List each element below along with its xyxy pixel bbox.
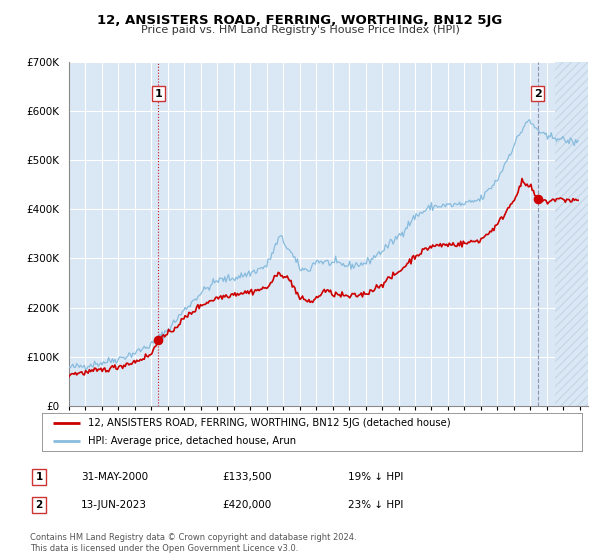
Text: 19% ↓ HPI: 19% ↓ HPI — [348, 472, 403, 482]
Point — [154, 336, 163, 345]
Text: 23% ↓ HPI: 23% ↓ HPI — [348, 500, 403, 510]
Text: £420,000: £420,000 — [222, 500, 271, 510]
Text: 2: 2 — [35, 500, 43, 510]
Point — [533, 195, 542, 204]
Text: 13-JUN-2023: 13-JUN-2023 — [81, 500, 147, 510]
Text: 1: 1 — [35, 472, 43, 482]
Text: 1: 1 — [154, 88, 162, 99]
Bar — [555, 62, 588, 406]
Text: HPI: Average price, detached house, Arun: HPI: Average price, detached house, Arun — [88, 436, 296, 446]
Bar — [555, 62, 588, 406]
Text: £133,500: £133,500 — [222, 472, 271, 482]
Text: This data is licensed under the Open Government Licence v3.0.: This data is licensed under the Open Gov… — [30, 544, 298, 553]
Text: 31-MAY-2000: 31-MAY-2000 — [81, 472, 148, 482]
Text: Contains HM Land Registry data © Crown copyright and database right 2024.: Contains HM Land Registry data © Crown c… — [30, 533, 356, 542]
Text: 2: 2 — [534, 88, 542, 99]
Text: Price paid vs. HM Land Registry's House Price Index (HPI): Price paid vs. HM Land Registry's House … — [140, 25, 460, 35]
Text: 12, ANSISTERS ROAD, FERRING, WORTHING, BN12 5JG: 12, ANSISTERS ROAD, FERRING, WORTHING, B… — [97, 14, 503, 27]
Text: 12, ANSISTERS ROAD, FERRING, WORTHING, BN12 5JG (detached house): 12, ANSISTERS ROAD, FERRING, WORTHING, B… — [88, 418, 451, 428]
